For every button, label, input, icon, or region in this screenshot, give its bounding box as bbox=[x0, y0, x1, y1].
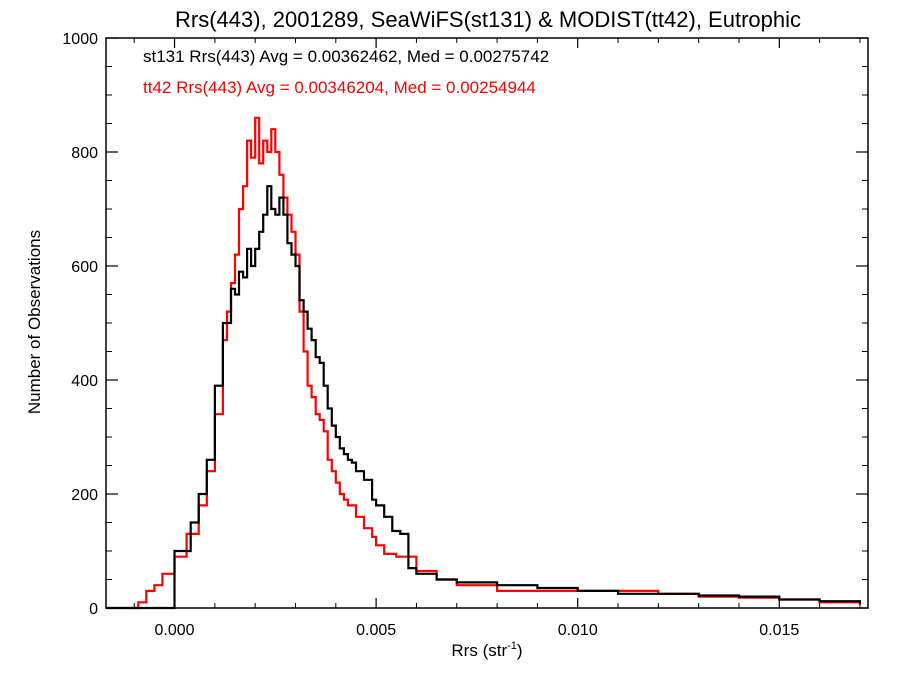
x-axis-label-close: ) bbox=[517, 641, 523, 660]
legend-entry-tt42: tt42 Rrs(443) Avg = 0.00346204, Med = 0.… bbox=[143, 78, 536, 97]
y-tick-label: 600 bbox=[71, 259, 98, 276]
x-axis-label-superscript: -1 bbox=[507, 640, 517, 652]
y-tick-label: 800 bbox=[71, 145, 98, 162]
legend-entry-st131: st131 Rrs(443) Avg = 0.00362462, Med = 0… bbox=[143, 47, 549, 66]
y-tick-label: 1000 bbox=[62, 31, 98, 48]
series-line-st131 bbox=[106, 185, 861, 610]
y-tick-label: 400 bbox=[71, 373, 98, 390]
x-axis-label: Rrs (str-1) bbox=[451, 640, 522, 660]
y-tick-label: 0 bbox=[89, 601, 98, 618]
chart-title: Rrs(443), 2001289, SeaWiFS(st131) & MODI… bbox=[175, 7, 801, 32]
x-tick-label: 0.015 bbox=[759, 622, 799, 639]
x-tick-label: 0.000 bbox=[155, 622, 195, 639]
x-axis-label-main: Rrs (str bbox=[451, 641, 507, 660]
x-tick-label: 0.010 bbox=[558, 622, 598, 639]
plot-frame bbox=[105, 37, 869, 609]
axis-ticks: 0.000 0.005 0.010 0.015 0 200 400 600 800 1000 bbox=[62, 31, 868, 639]
x-tick-label: 0.005 bbox=[356, 622, 396, 639]
y-axis-label: Number of Observations bbox=[25, 230, 44, 414]
series-line-tt42 bbox=[106, 116, 861, 610]
series-lines bbox=[106, 116, 861, 610]
y-tick-label: 200 bbox=[71, 487, 98, 504]
